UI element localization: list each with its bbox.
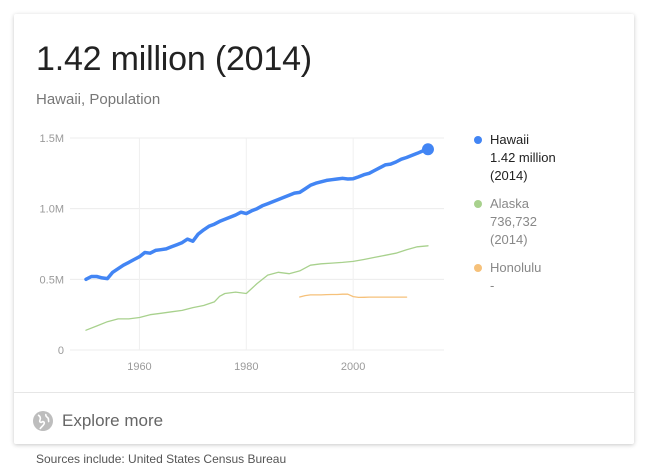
globe-icon bbox=[33, 411, 53, 431]
series-end-point-hawaii bbox=[421, 143, 434, 156]
sources-note: Sources include: United States Census Bu… bbox=[36, 452, 287, 466]
y-tick-label: 0 bbox=[58, 345, 64, 357]
legend-value: 1.42 million bbox=[490, 150, 556, 165]
x-tick-label: 2000 bbox=[341, 361, 365, 373]
y-tick-label: 0.5M bbox=[40, 274, 64, 286]
legend-dot-icon bbox=[474, 264, 482, 272]
legend-value: - bbox=[490, 278, 495, 293]
y-tick-label: 1.0M bbox=[40, 204, 64, 216]
legend-name: Alaska bbox=[490, 196, 530, 211]
card-divider bbox=[14, 392, 634, 393]
legend-item-alaska[interactable]: Alaska 736,732 (2014) bbox=[474, 195, 624, 249]
population-card: 1.42 million (2014) Hawaii, Population 0… bbox=[14, 14, 634, 444]
series-line-hawaii bbox=[84, 147, 430, 282]
x-tick-label: 1960 bbox=[127, 361, 151, 373]
headline-value: 1.42 million (2014) bbox=[36, 40, 312, 78]
legend-name: Hawaii bbox=[490, 132, 530, 147]
subtitle: Hawaii, Population bbox=[36, 91, 161, 108]
legend-dot-icon bbox=[474, 200, 482, 208]
explore-more-label: Explore more bbox=[62, 411, 164, 430]
legend-item-hawaii[interactable]: Hawaii 1.42 million (2014) bbox=[474, 131, 624, 185]
y-tick-label: 1.5M bbox=[40, 133, 64, 145]
legend-value: 736,732 bbox=[490, 214, 537, 229]
population-line-chart[interactable]: 0 0.5M 1.0M 1.5M 1960 1980 2000 bbox=[14, 14, 634, 392]
legend-name: Honolulu bbox=[490, 260, 542, 275]
legend-year: (2014) bbox=[490, 232, 528, 247]
legend-dot-icon bbox=[474, 136, 482, 144]
series-line-alaska bbox=[85, 245, 429, 331]
chart-legend: Hawaii 1.42 million (2014) Alaska 736,732 (20… bbox=[474, 131, 624, 305]
x-tick-label: 1980 bbox=[234, 361, 258, 373]
explore-more-button[interactable]: Explore more bbox=[32, 406, 163, 436]
series-line-honolulu bbox=[299, 293, 408, 299]
legend-item-honolulu[interactable]: Honolulu - bbox=[474, 259, 624, 295]
legend-year: (2014) bbox=[490, 168, 528, 183]
